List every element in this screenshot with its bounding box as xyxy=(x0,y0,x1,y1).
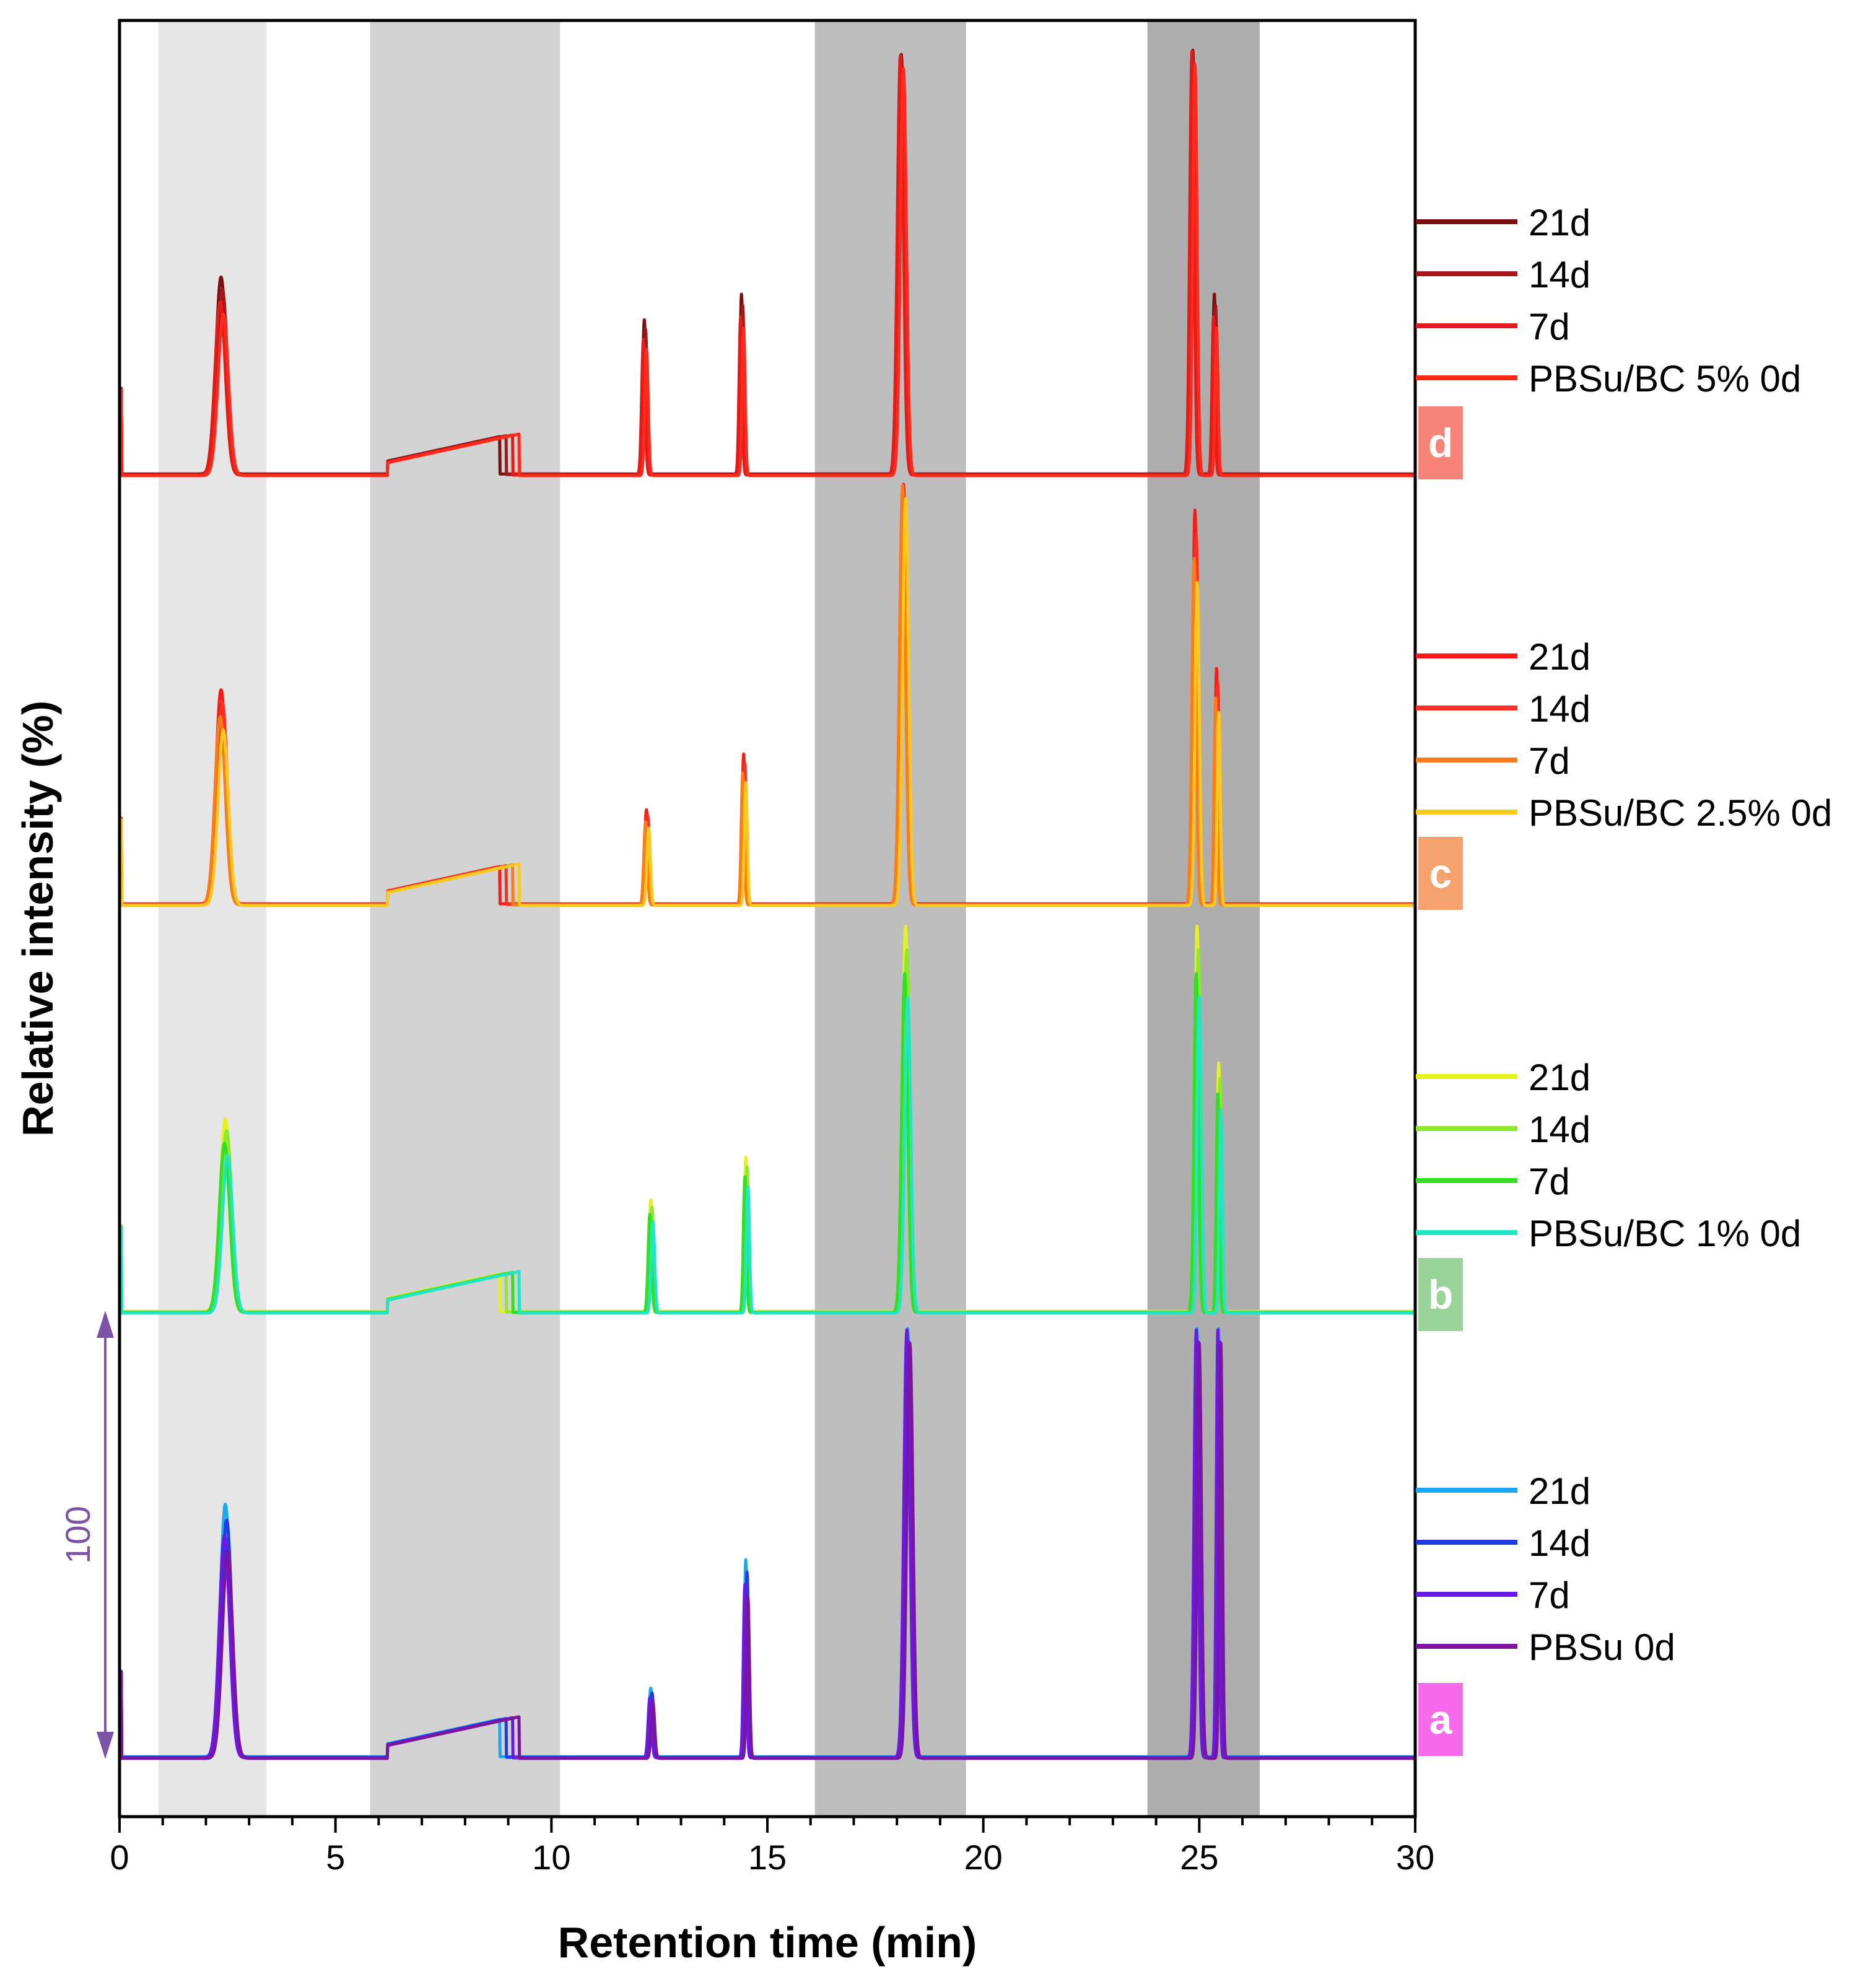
legend-label: 7d xyxy=(1529,740,1570,782)
legend-label: 14d xyxy=(1529,1522,1590,1564)
panel-badge xyxy=(1418,837,1463,910)
legend-panel-b: 21d 14d 7d PBSu/BC 1% 0d b xyxy=(1416,1057,1801,1331)
legend-label: 14d xyxy=(1529,254,1590,295)
scale-bar-arrow-top xyxy=(97,1311,114,1338)
panel-badge xyxy=(1418,1683,1463,1756)
legend-label: PBSu/BC 2.5% 0d xyxy=(1529,792,1832,834)
x-tick-label: 10 xyxy=(532,1838,570,1877)
panel-badge-label: c xyxy=(1429,850,1452,896)
panel-a-traces xyxy=(118,1327,1416,1760)
legend-label: 7d xyxy=(1529,306,1570,347)
panel-badge-label: b xyxy=(1428,1272,1453,1317)
panel-badge-label: d xyxy=(1428,420,1453,466)
panel-c-traces xyxy=(118,483,1416,907)
legend-label: PBSu/BC 1% 0d xyxy=(1529,1213,1801,1254)
legend-label: 21d xyxy=(1529,1470,1590,1512)
legend-panel-c: 21d 14d 7d PBSu/BC 2.5% 0d c xyxy=(1416,636,1832,910)
legend-label: PBSu 0d xyxy=(1529,1627,1675,1668)
shaded-region xyxy=(814,20,966,1817)
legend-label: 21d xyxy=(1529,202,1590,243)
x-tick-label: 20 xyxy=(964,1838,1003,1877)
panel-d-traces xyxy=(118,48,1416,478)
legends: 21d 14d 7d PBSu/BC 5% 0d d 21d 14d 7d PBSu/BC 2.… xyxy=(1416,202,1832,1756)
scale-bar-arrow-bottom xyxy=(97,1732,114,1759)
shaded-regions xyxy=(158,20,1260,1817)
panel-badge xyxy=(1418,1258,1463,1331)
x-axis: 0 5 10 15 20 25 30 xyxy=(110,1817,1434,1877)
trace-c-pbsu-bc-2-5-0d xyxy=(118,497,1416,907)
x-axis-label: Retention time (min) xyxy=(558,1918,977,1967)
legend-panel-a: 21d 14d 7d PBSu 0d a xyxy=(1416,1470,1675,1756)
chromatogram-traces xyxy=(118,48,1416,1760)
legend-label: 14d xyxy=(1529,1109,1590,1150)
x-tick-label: 15 xyxy=(748,1838,787,1877)
x-tick-label: 0 xyxy=(110,1838,129,1877)
panel-badge-label: a xyxy=(1429,1697,1453,1742)
x-tick-label: 5 xyxy=(326,1838,345,1877)
x-tick-label: 25 xyxy=(1180,1838,1218,1877)
legend-panel-d: 21d 14d 7d PBSu/BC 5% 0d d xyxy=(1416,202,1801,479)
legend-label: 7d xyxy=(1529,1574,1570,1616)
scale-bar-label: 100 xyxy=(58,1506,97,1563)
trace-b-pbsu-bc-1-0d xyxy=(118,995,1416,1315)
trace-d-pbsu-bc-5-0d xyxy=(118,63,1416,478)
x-tick-label: 30 xyxy=(1396,1838,1434,1877)
shaded-region xyxy=(370,20,561,1817)
legend-label: 14d xyxy=(1529,688,1590,730)
legend-label: 7d xyxy=(1529,1161,1570,1202)
scale-bar: 100 xyxy=(58,1311,114,1759)
legend-label: 21d xyxy=(1529,636,1590,678)
y-axis-label: Relative intensity (%) xyxy=(14,701,62,1137)
shaded-region xyxy=(1147,20,1260,1817)
trace-a-pbsu-0d xyxy=(118,1342,1416,1760)
panel-b-traces xyxy=(118,924,1416,1315)
panel-badge xyxy=(1418,406,1463,479)
legend-label: PBSu/BC 5% 0d xyxy=(1529,358,1801,400)
shaded-region xyxy=(158,20,267,1817)
legend-label: 21d xyxy=(1529,1057,1590,1098)
